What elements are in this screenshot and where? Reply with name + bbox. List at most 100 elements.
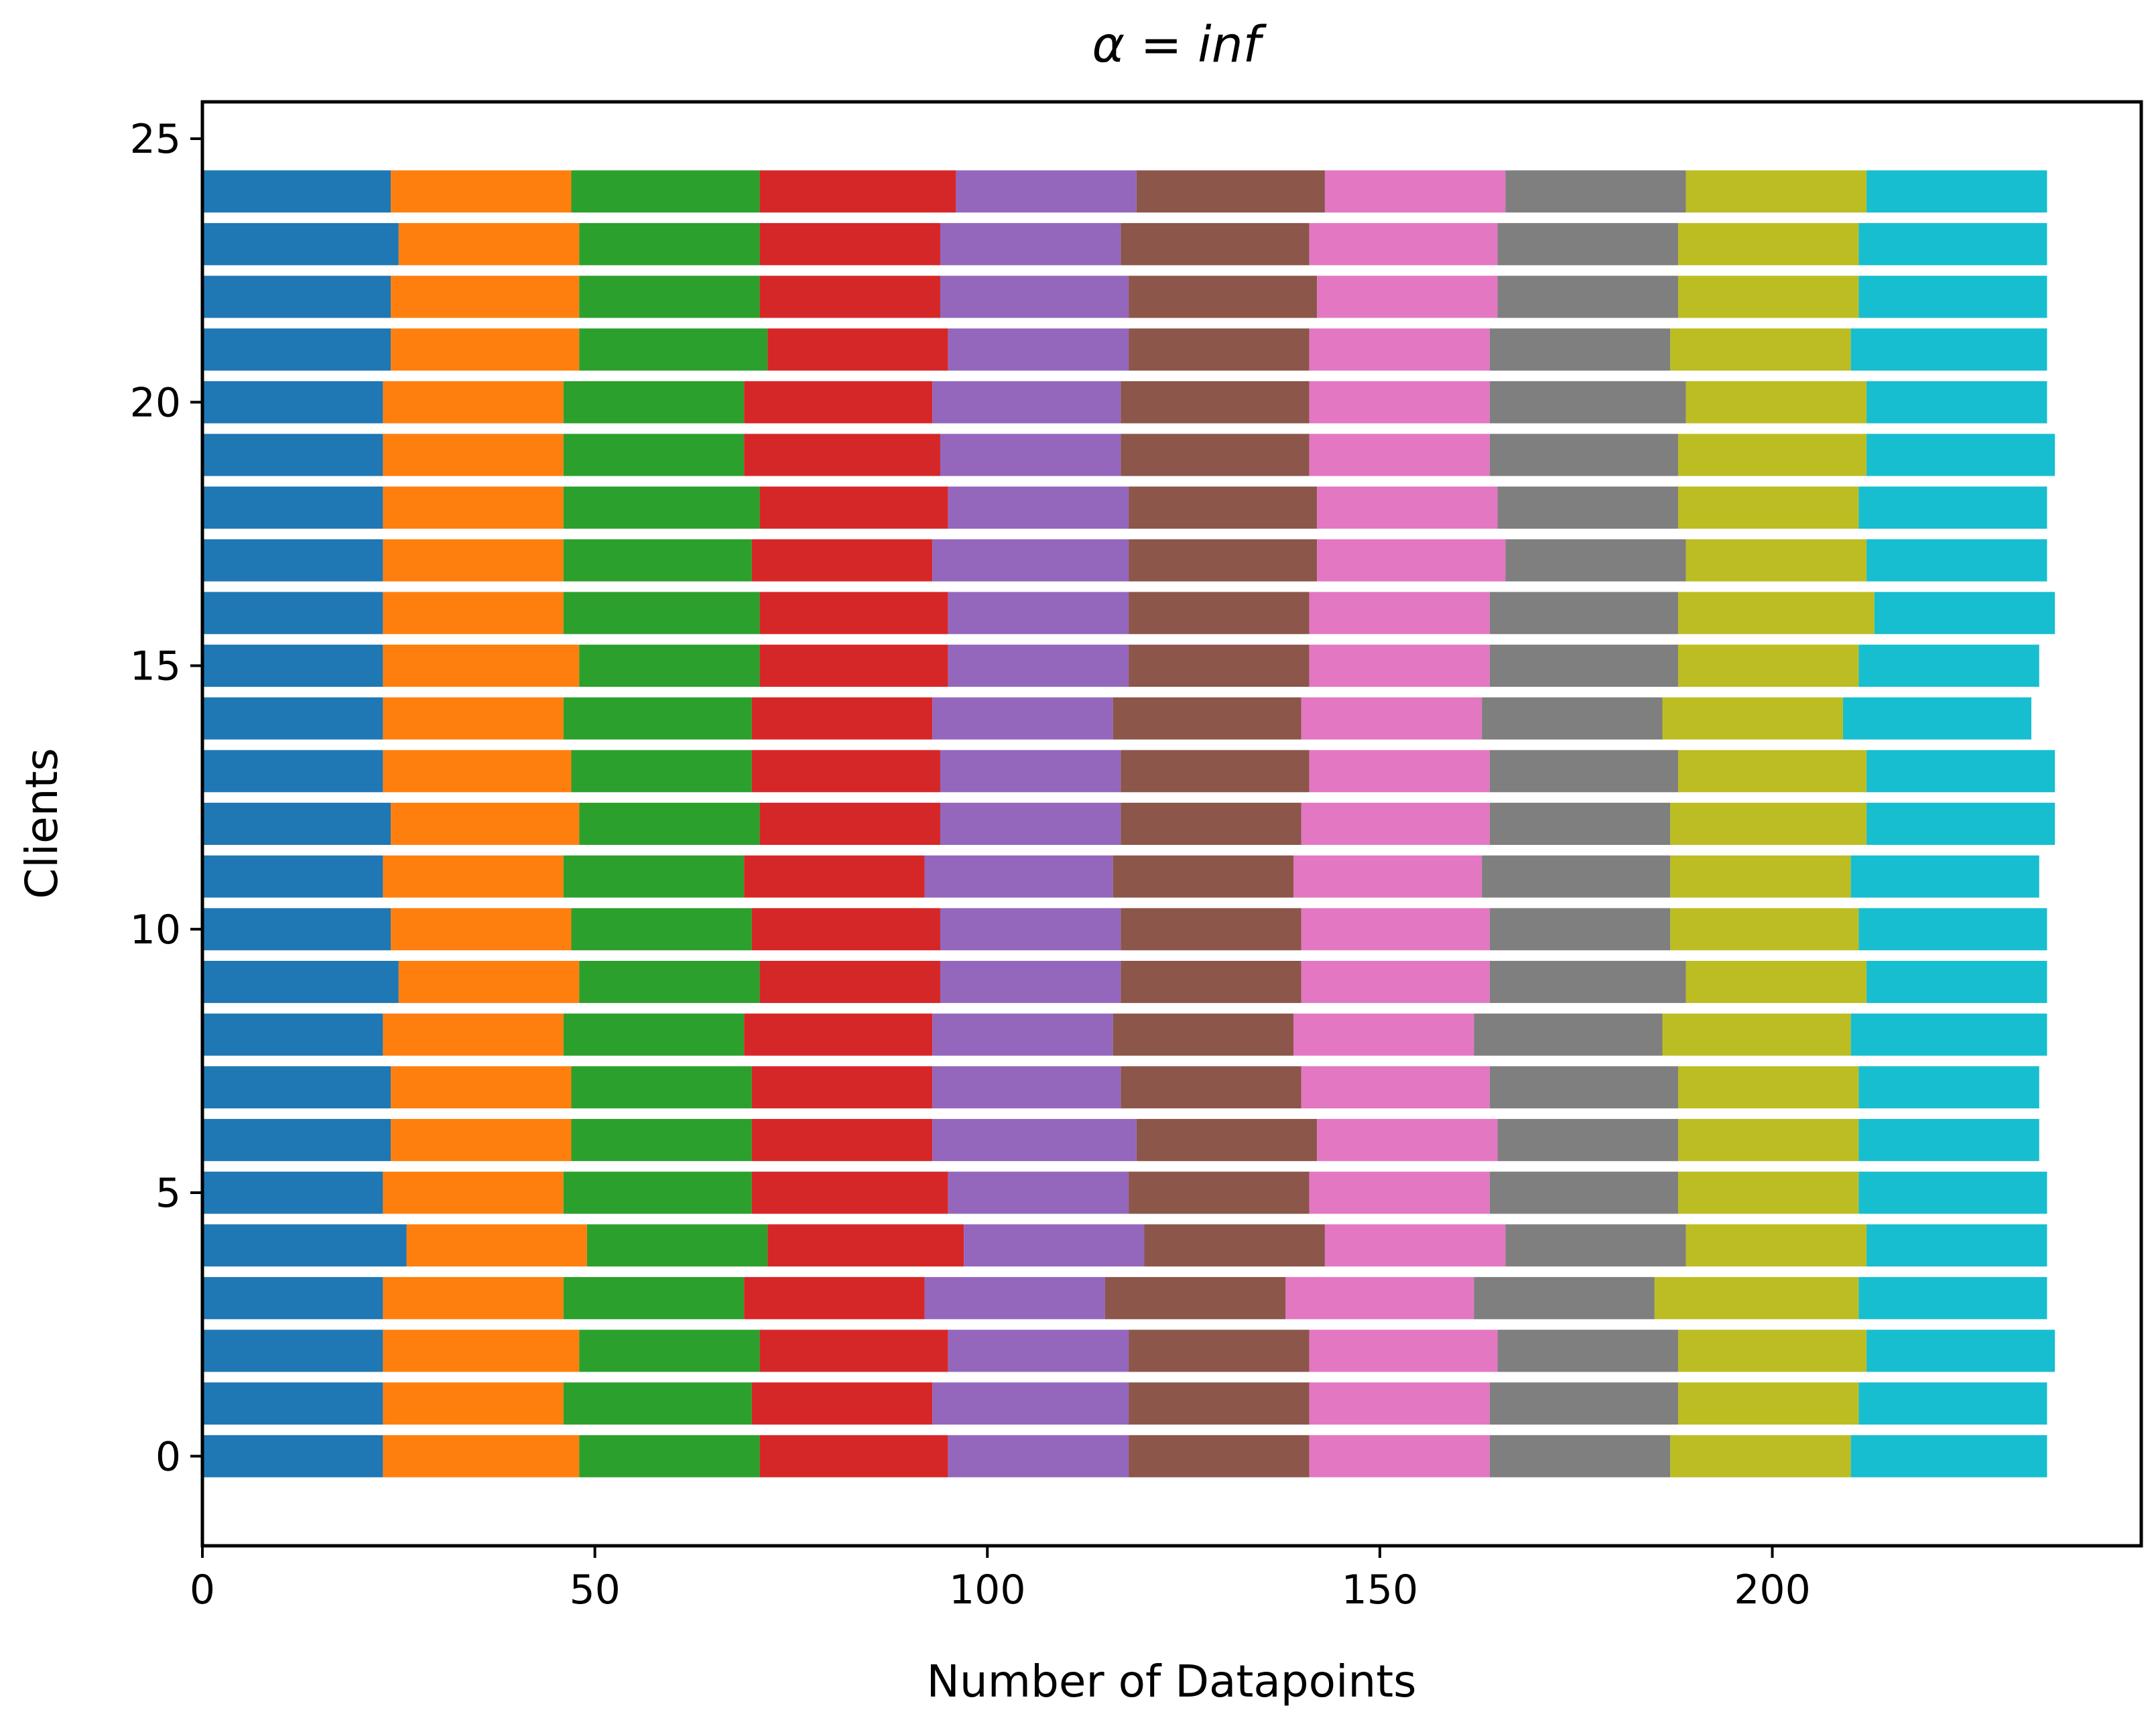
bar-client-12-segment-8: [1670, 803, 1867, 845]
bar-client-14-segment-3: [751, 697, 933, 740]
bar-client-15-segment-1: [383, 645, 580, 687]
bar-client-6-segment-8: [1677, 1118, 1859, 1161]
bar-client-18-segment-7: [1497, 486, 1678, 529]
bar-client-1-segment-1: [383, 1382, 564, 1425]
bar-client-7-segment-2: [571, 1066, 752, 1109]
bar-client-11-segment-3: [744, 855, 925, 898]
bar-client-20-segment-4: [932, 381, 1121, 423]
bar-client-9-segment-5: [1121, 960, 1302, 1003]
bar-client-9-segment-7: [1489, 960, 1686, 1003]
bar-client-23-segment-7: [1497, 222, 1678, 265]
bar-client-23-segment-4: [940, 222, 1121, 265]
bar-client-12-segment-3: [759, 803, 940, 845]
bar-client-20-segment-7: [1489, 381, 1686, 423]
bar-client-13-segment-4: [940, 750, 1121, 793]
bar-client-8-segment-8: [1662, 1013, 1851, 1056]
bar-client-8-segment-0: [202, 1013, 383, 1056]
bar-client-22-segment-1: [391, 275, 580, 318]
bar-client-13-segment-2: [571, 750, 752, 793]
bar-client-11-segment-5: [1113, 855, 1294, 898]
bars-group: [202, 170, 2055, 1477]
bar-client-10-segment-1: [391, 908, 572, 951]
bar-client-7-segment-7: [1489, 1066, 1678, 1109]
bar-client-21-segment-8: [1670, 328, 1851, 371]
bar-client-10-segment-8: [1670, 908, 1859, 951]
bar-client-22-segment-8: [1677, 275, 1859, 318]
bar-client-8-segment-1: [383, 1013, 564, 1056]
bar-client-22-segment-9: [1858, 275, 2047, 318]
bar-client-7-segment-4: [932, 1066, 1121, 1109]
bar-client-0-segment-0: [202, 1435, 383, 1477]
bar-client-23-segment-8: [1677, 222, 1859, 265]
bar-client-23-segment-2: [579, 222, 760, 265]
bar-client-10-segment-6: [1301, 908, 1490, 951]
bar-client-11-segment-7: [1482, 855, 1671, 898]
bar-client-19-segment-2: [563, 434, 745, 476]
bar-client-5-segment-0: [202, 1171, 383, 1214]
bar-client-20-segment-3: [744, 381, 933, 423]
bar-client-17-segment-9: [1866, 539, 2047, 582]
bar-client-11-segment-1: [383, 855, 564, 898]
bar-client-13-segment-1: [383, 750, 572, 793]
bar-client-18-segment-4: [948, 486, 1129, 529]
x-tick-label: 100: [949, 1567, 1026, 1613]
bar-client-15-segment-5: [1129, 645, 1310, 687]
bar-client-4-segment-4: [964, 1224, 1145, 1267]
bar-client-2-segment-3: [759, 1329, 948, 1372]
bar-client-24-segment-2: [571, 170, 760, 213]
bar-client-7-segment-6: [1301, 1066, 1490, 1109]
x-tick-label: 50: [569, 1567, 620, 1613]
bar-client-0-segment-4: [948, 1435, 1129, 1477]
bar-client-2-segment-8: [1677, 1329, 1867, 1372]
bar-client-12-segment-6: [1301, 803, 1490, 845]
bar-client-1-segment-3: [751, 1382, 933, 1425]
bar-client-24-segment-4: [956, 170, 1137, 213]
bar-client-6-segment-9: [1858, 1118, 2039, 1161]
bar-client-6-segment-6: [1317, 1118, 1498, 1161]
bar-client-3-segment-7: [1474, 1276, 1655, 1319]
bar-client-15-segment-8: [1677, 645, 1859, 687]
x-tick-label: 150: [1342, 1567, 1419, 1613]
bar-client-13-segment-6: [1309, 750, 1490, 793]
y-tick-label: 25: [130, 116, 181, 163]
bar-client-1-segment-5: [1129, 1382, 1310, 1425]
bar-client-18-segment-9: [1858, 486, 2047, 529]
bar-client-22-segment-0: [202, 275, 391, 318]
bar-client-6-segment-2: [571, 1118, 752, 1161]
bar-client-4-segment-6: [1324, 1224, 1506, 1267]
bar-client-13-segment-7: [1489, 750, 1678, 793]
bar-client-8-segment-9: [1850, 1013, 2047, 1056]
bar-client-22-segment-7: [1497, 275, 1678, 318]
bar-client-21-segment-9: [1850, 328, 2047, 371]
bar-client-9-segment-2: [579, 960, 760, 1003]
bar-client-24-segment-9: [1866, 170, 2047, 213]
bar-client-6-segment-1: [391, 1118, 572, 1161]
bar-client-15-segment-6: [1309, 645, 1490, 687]
bar-client-6-segment-7: [1497, 1118, 1678, 1161]
bar-client-3-segment-5: [1104, 1276, 1286, 1319]
bar-client-17-segment-5: [1129, 539, 1318, 582]
y-tick-label: 5: [155, 1170, 181, 1217]
bar-client-9-segment-9: [1866, 960, 2047, 1003]
y-tick-label: 0: [155, 1433, 181, 1480]
bar-client-18-segment-0: [202, 486, 383, 529]
bar-client-7-segment-8: [1677, 1066, 1859, 1109]
bar-client-2-segment-6: [1309, 1329, 1498, 1372]
bar-client-24-segment-8: [1686, 170, 1867, 213]
bar-client-16-segment-0: [202, 592, 383, 635]
bar-client-7-segment-9: [1858, 1066, 2039, 1109]
bar-client-21-segment-7: [1489, 328, 1671, 371]
bar-client-4-segment-8: [1686, 1224, 1867, 1267]
bar-client-6-segment-4: [932, 1118, 1137, 1161]
bar-client-13-segment-5: [1121, 750, 1310, 793]
bar-client-14-segment-4: [932, 697, 1113, 740]
bar-client-0-segment-9: [1850, 1435, 2047, 1477]
bar-client-4-segment-3: [767, 1224, 964, 1267]
bar-client-13-segment-8: [1677, 750, 1867, 793]
bar-client-10-segment-3: [751, 908, 940, 951]
bar-client-24-segment-6: [1324, 170, 1506, 213]
bar-client-15-segment-7: [1489, 645, 1678, 687]
bar-client-10-segment-4: [940, 908, 1121, 951]
bar-client-19-segment-5: [1121, 434, 1310, 476]
bar-client-4-segment-7: [1505, 1224, 1686, 1267]
